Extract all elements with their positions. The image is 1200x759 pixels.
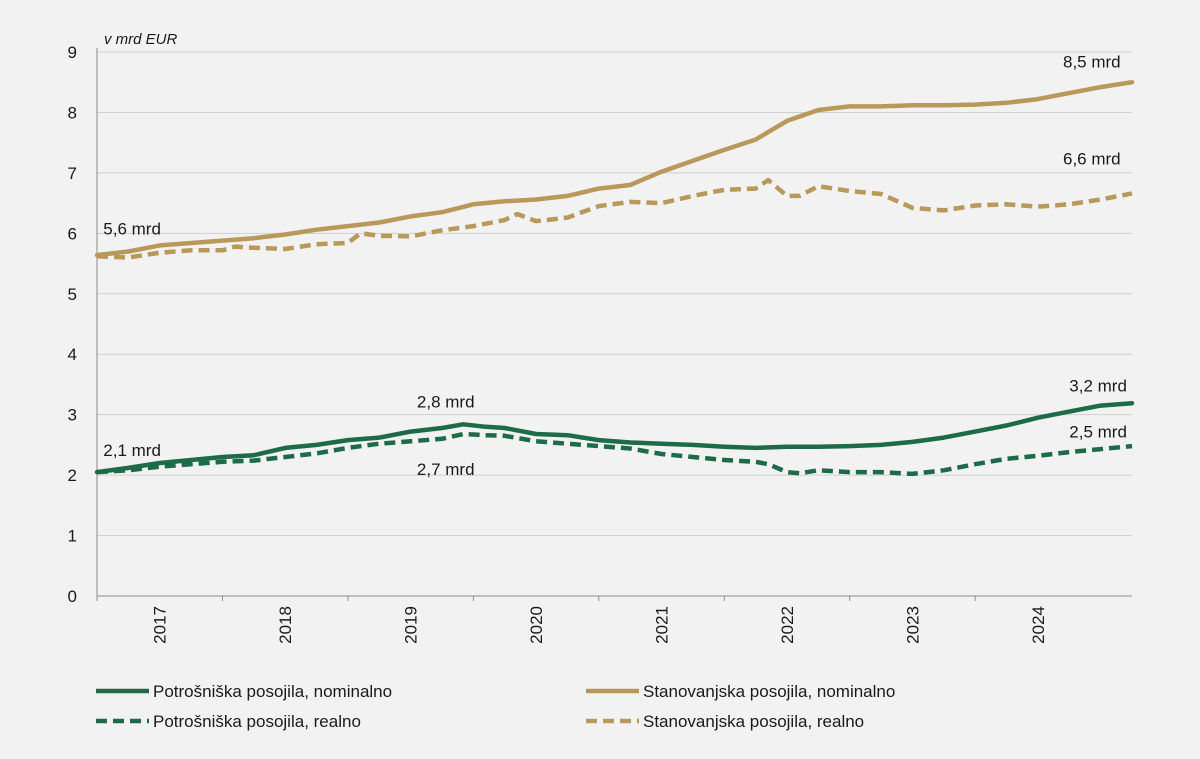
x-axis: 2017 2018 2019 2020 2021 2022 2023 2024 — [96, 595, 1132, 644]
y-tick-label: 1 — [68, 527, 77, 546]
data-label: 6,6 mrd — [1063, 149, 1121, 168]
data-label: 3,2 mrd — [1069, 377, 1127, 396]
y-tick-label: 9 — [68, 43, 77, 62]
y-tick-label: 5 — [68, 285, 77, 304]
x-tick-label: 2017 — [151, 606, 170, 644]
y-tick-label: 8 — [68, 103, 77, 122]
legend-label: Potrošniška posojila, realno — [153, 712, 361, 731]
x-tick-label: 2020 — [527, 606, 546, 644]
y-axis: 0 1 2 3 4 5 6 7 8 9 v mrd EUR — [68, 31, 178, 606]
data-label: 2,5 mrd — [1069, 423, 1127, 442]
data-label: 8,5 mrd — [1063, 53, 1121, 72]
series-lines — [94, 79, 1135, 477]
gridlines — [97, 51, 1132, 597]
data-label: 5,6 mrd — [103, 220, 161, 239]
unit-label: v mrd EUR — [104, 31, 178, 48]
y-tick-label: 0 — [68, 587, 77, 606]
x-tick-label: 2021 — [653, 606, 672, 644]
y-tick-label: 7 — [68, 164, 77, 183]
x-tick-label: 2022 — [778, 606, 797, 644]
annotations: 5,6 mrd 8,5 mrd 6,6 mrd 2,1 mrd 2,8 mrd 2,7 m… — [103, 53, 1127, 479]
data-label: 2,1 mrd — [103, 441, 161, 460]
series-line-2 — [96, 431, 1133, 477]
x-tick-label: 2018 — [276, 606, 295, 644]
data-label: 2,8 mrd — [417, 392, 475, 411]
series-line-4 — [96, 177, 1133, 260]
series-line-1 — [94, 400, 1135, 475]
data-label: 2,7 mrd — [417, 460, 475, 479]
y-tick-label: 2 — [68, 466, 77, 485]
legend-label: Stanovanjska posojila, realno — [643, 712, 864, 731]
x-tick-label: 2019 — [402, 606, 421, 644]
legend-label: Stanovanjska posojila, nominalno — [643, 682, 895, 701]
x-tick-label: 2024 — [1029, 606, 1048, 644]
y-tick-label: 3 — [68, 406, 77, 425]
legend: Potrošniška posojila, nominalno Stanovanj… — [96, 682, 895, 731]
y-tick-label: 4 — [68, 345, 77, 364]
y-tick-label: 6 — [68, 224, 77, 243]
series-line-3 — [94, 79, 1135, 258]
legend-label: Potrošniška posojila, nominalno — [153, 682, 392, 701]
x-tick-label: 2023 — [903, 606, 922, 644]
